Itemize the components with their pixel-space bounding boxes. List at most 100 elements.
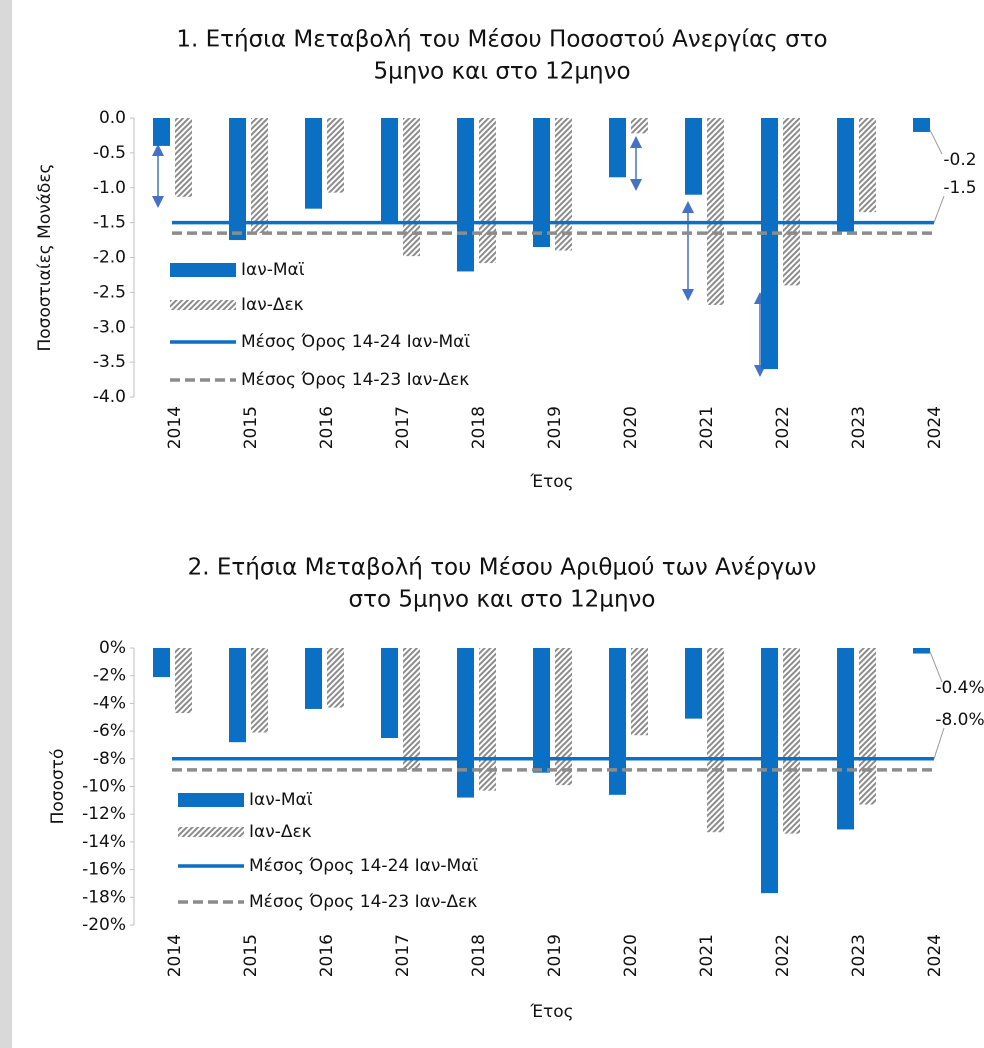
bar [555, 118, 572, 251]
x-tick-label: 2024 [925, 934, 945, 977]
x-tick-label: 2022 [773, 934, 793, 977]
x-tick-label: 2017 [393, 934, 413, 977]
chart-title: 5μηνο και στο 12μηνο [373, 59, 630, 85]
bar [707, 648, 724, 833]
x-tick-label: 2022 [773, 406, 793, 449]
bar [175, 648, 192, 714]
reference-label: -8.0% [935, 710, 984, 730]
y-axis-title: Ποσοστιαίες Μονάδες [35, 164, 55, 352]
y-tick-label: -20% [82, 915, 126, 935]
y-tick-label: -8% [93, 749, 126, 769]
y-tick-label: -10% [82, 777, 126, 797]
leader [929, 129, 943, 155]
y-tick-label: -14% [82, 832, 126, 852]
y-tick-label: -3.0 [93, 317, 126, 337]
leader [933, 727, 945, 759]
y-tick-label: -2% [93, 666, 126, 686]
bar [229, 648, 246, 743]
bar [153, 648, 170, 678]
legend-label: Ιαν-Δεκ [241, 295, 304, 315]
y-tick-label: -1.5 [93, 213, 126, 233]
bar [631, 118, 648, 134]
legend-swatch [170, 300, 236, 310]
legend-label: Ιαν-Μαϊ [241, 260, 305, 280]
legend-swatch [170, 263, 236, 277]
bar [761, 118, 778, 370]
y-tick-label: -16% [82, 860, 126, 880]
value-label: -0.2 [943, 150, 976, 170]
legend-label: Μέσος Όρος 14-23 Ιαν-Δεκ [249, 892, 477, 912]
side-strip [0, 0, 12, 1048]
bar [403, 118, 420, 257]
bar [761, 648, 778, 894]
legend-label: Μέσος Όρος 14-24 Ιαν-Μαϊ [249, 856, 478, 876]
bar [251, 648, 268, 733]
chart-title: στο 5μηνο και στο 12μηνο [349, 587, 656, 613]
bar [327, 648, 344, 708]
bar [327, 118, 344, 193]
y-tick-label: -12% [82, 804, 126, 824]
y-tick-label: -4.0 [93, 387, 126, 407]
bar [837, 648, 854, 830]
x-tick-label: 2021 [697, 406, 717, 449]
bar [783, 648, 800, 834]
y-tick-label: 0.0 [99, 108, 126, 128]
y-tick-label: 0% [99, 638, 126, 658]
bar [913, 118, 930, 132]
bar [153, 118, 170, 146]
y-tick-label: -1.0 [93, 178, 126, 198]
leader [929, 651, 943, 683]
bar [913, 648, 930, 654]
legend-label: Μέσος Όρος 14-24 Ιαν-Μαϊ [241, 332, 470, 352]
y-tick-label: -4% [93, 693, 126, 713]
x-tick-label: 2015 [241, 934, 261, 977]
bar [707, 118, 724, 305]
leader [933, 195, 945, 223]
bar [685, 118, 702, 195]
x-tick-label: 2019 [545, 934, 565, 977]
x-tick-label: 2021 [697, 934, 717, 977]
y-tick-label: -2.5 [93, 282, 126, 302]
bar [457, 118, 474, 272]
bar [859, 118, 876, 213]
bar [457, 648, 474, 798]
x-tick-label: 2020 [621, 406, 641, 449]
value-label: -0.4% [935, 678, 984, 698]
bar [229, 118, 246, 241]
bar [783, 118, 800, 286]
x-tick-label: 2016 [317, 934, 337, 977]
bar [533, 648, 550, 773]
x-tick-label: 2023 [849, 934, 869, 977]
y-tick-label: -18% [82, 887, 126, 907]
y-tick-label: -6% [93, 721, 126, 741]
x-tick-label: 2019 [545, 406, 565, 449]
bar [859, 648, 876, 805]
x-tick-label: 2023 [849, 406, 869, 449]
bar [609, 118, 626, 178]
y-axis-title: Ποσοστό [48, 749, 68, 825]
chart-title: 2. Ετήσια Μεταβολή του Μέσου Αριθμού των… [188, 555, 817, 581]
bar [837, 118, 854, 232]
x-tick-label: 2016 [317, 406, 337, 449]
bar [403, 648, 420, 770]
bar [479, 118, 496, 264]
legend-label: Μέσος Όρος 14-23 Ιαν-Δεκ [241, 370, 469, 390]
bar [381, 118, 398, 223]
x-tick-label: 2020 [621, 934, 641, 977]
legend-label: Ιαν-Δεκ [249, 822, 312, 842]
y-tick-label: -0.5 [93, 143, 126, 163]
bar [609, 648, 626, 795]
x-tick-label: 2014 [165, 406, 185, 449]
x-axis-title: Έτος [529, 1002, 573, 1022]
bar [305, 648, 322, 709]
bar [479, 648, 496, 791]
legend-swatch [178, 827, 244, 837]
bar [555, 648, 572, 786]
chart-title: 1. Ετήσια Μεταβολή του Μέσου Ποσοστού Αν… [176, 27, 827, 53]
bar [305, 118, 322, 209]
x-axis-title: Έτος [529, 472, 573, 492]
y-tick-label: -2.0 [93, 248, 126, 268]
x-tick-label: 2014 [165, 934, 185, 977]
